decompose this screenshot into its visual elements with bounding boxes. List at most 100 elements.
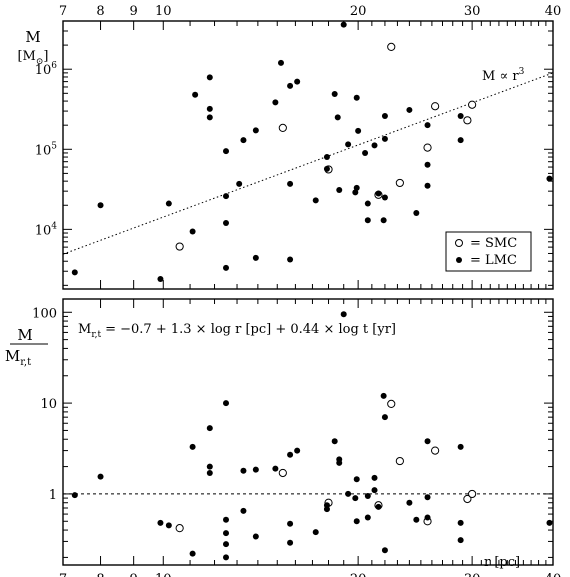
bottom-x-tick-label: 20 — [350, 572, 367, 577]
top-lmc-point — [424, 182, 431, 189]
top-lmc-point — [353, 184, 360, 191]
top-lmc-point — [223, 220, 230, 227]
bottom-y-tick-label: 100 — [32, 306, 57, 321]
bottom-lmc-point — [294, 447, 301, 454]
bottom-y-label-numerator: M — [17, 326, 32, 344]
bottom-lmc-point — [223, 541, 230, 548]
top-lmc-point — [375, 190, 382, 197]
top-data-points — [71, 21, 553, 282]
top-lmc-point — [323, 165, 330, 172]
bottom-lmc-point — [424, 494, 431, 501]
top-x-tick-label: 8 — [96, 4, 104, 19]
top-smc-point — [468, 100, 477, 109]
top-y-axis-label: M — [25, 28, 40, 46]
top-lmc-point — [364, 217, 371, 224]
top-lmc-point — [206, 114, 213, 121]
bottom-lmc-point — [287, 539, 294, 546]
top-lmc-point — [364, 200, 371, 207]
bottom-lmc-point — [97, 473, 104, 480]
top-smc-point — [278, 123, 287, 132]
legend-lmc-marker — [456, 257, 462, 263]
bottom-x-tick-label: 9 — [130, 572, 138, 577]
top-x-tick-label: 10 — [155, 4, 172, 19]
bottom-lmc-point — [287, 451, 294, 458]
bottom-lmc-point — [371, 474, 378, 481]
bottom-lmc-point — [406, 499, 413, 506]
bottom-smc-point — [431, 446, 440, 455]
bottom-x-tick-label: 7 — [59, 572, 67, 577]
bottom-lmc-point — [380, 392, 387, 399]
bottom-smc-point — [278, 468, 287, 478]
bottom-lmc-point — [240, 467, 247, 474]
bottom-lmc-point — [223, 554, 230, 561]
bottom-lmc-point — [312, 529, 319, 536]
top-lmc-point — [457, 137, 464, 144]
top-x-tick-label: 30 — [464, 4, 481, 19]
top-lmc-point — [355, 127, 362, 134]
bottom-x-tick-label: 40 — [545, 572, 562, 577]
top-lmc-point — [413, 210, 420, 217]
bottom-lmc-point — [223, 400, 230, 407]
top-y-tick-label: 104 — [35, 221, 58, 238]
top-lmc-point — [223, 148, 230, 155]
legend-lmc-label: = LMC — [470, 253, 517, 268]
bottom-lmc-point — [206, 463, 213, 470]
bottom-lmc-point — [331, 438, 338, 445]
bottom-smc-point — [468, 489, 477, 499]
bottom-lmc-point — [287, 520, 294, 527]
bottom-lmc-point — [157, 519, 164, 526]
bottom-y-label-denominator: Mr,t — [5, 347, 31, 368]
top-lmc-point — [223, 193, 230, 200]
top-x-tick-label: 9 — [130, 4, 138, 19]
bottom-lmc-point — [323, 502, 330, 509]
legend: = SMC = LMC — [445, 231, 532, 272]
bottom-lmc-point — [457, 537, 464, 544]
top-x-tick-label: 7 — [59, 4, 67, 19]
bottom-lmc-point — [336, 459, 343, 466]
top-lmc-point — [272, 99, 279, 106]
bottom-lmc-point — [457, 443, 464, 450]
bottom-lmc-point — [371, 487, 378, 494]
top-lmc-point — [165, 200, 172, 207]
top-lmc-point — [380, 217, 387, 224]
bottom-y-tick-label: 1 — [49, 488, 57, 503]
top-lmc-point — [287, 256, 294, 263]
top-smc-point — [387, 42, 396, 51]
top-lmc-point — [277, 59, 284, 66]
top-lmc-point — [345, 141, 352, 148]
top-ticks: 7 8 9 10 20 30 40 104 105 106 — [35, 4, 562, 289]
bottom-lmc-point — [252, 533, 259, 540]
bottom-panel: 7 8 9 10 20 30 40 1 10 100 M Mr,t Mr,t= −0.7 + 1.… — [5, 298, 561, 577]
fit-line-label: M ∝ r3 — [482, 67, 525, 84]
bottom-x-tick-label: 8 — [96, 572, 104, 577]
bottom-smc-point — [175, 524, 184, 533]
bottom-lmc-point — [240, 507, 247, 514]
bottom-lmc-point — [353, 476, 360, 483]
top-lmc-point — [189, 228, 196, 235]
bottom-lmc-point — [375, 503, 382, 510]
top-lmc-point — [353, 94, 360, 101]
top-lmc-point — [206, 105, 213, 112]
top-x-tick-label: 40 — [545, 4, 562, 19]
bottom-lmc-point — [165, 522, 172, 529]
top-lmc-point — [336, 187, 343, 194]
top-y-axis-unit: [M⊙] — [17, 49, 48, 67]
top-smc-point — [463, 116, 472, 125]
bottom-lmc-point — [546, 519, 553, 526]
top-lmc-point — [252, 127, 259, 134]
bottom-lmc-point — [381, 414, 388, 421]
bottom-lmc-point — [413, 516, 420, 523]
bottom-data-points — [71, 311, 553, 561]
top-lmc-point — [362, 149, 369, 156]
top-lmc-point — [287, 180, 294, 187]
bottom-ticks: 7 8 9 10 20 30 40 1 10 100 — [32, 299, 561, 577]
legend-smc-marker — [455, 239, 463, 247]
top-lmc-point — [97, 202, 104, 209]
bottom-smc-point — [387, 399, 396, 408]
x-axis-label: r [pc] — [484, 555, 520, 570]
top-lmc-point — [334, 114, 341, 121]
top-lmc-point — [240, 137, 247, 144]
bottom-x-tick-label: 30 — [464, 572, 481, 577]
bottom-lmc-point — [223, 516, 230, 523]
